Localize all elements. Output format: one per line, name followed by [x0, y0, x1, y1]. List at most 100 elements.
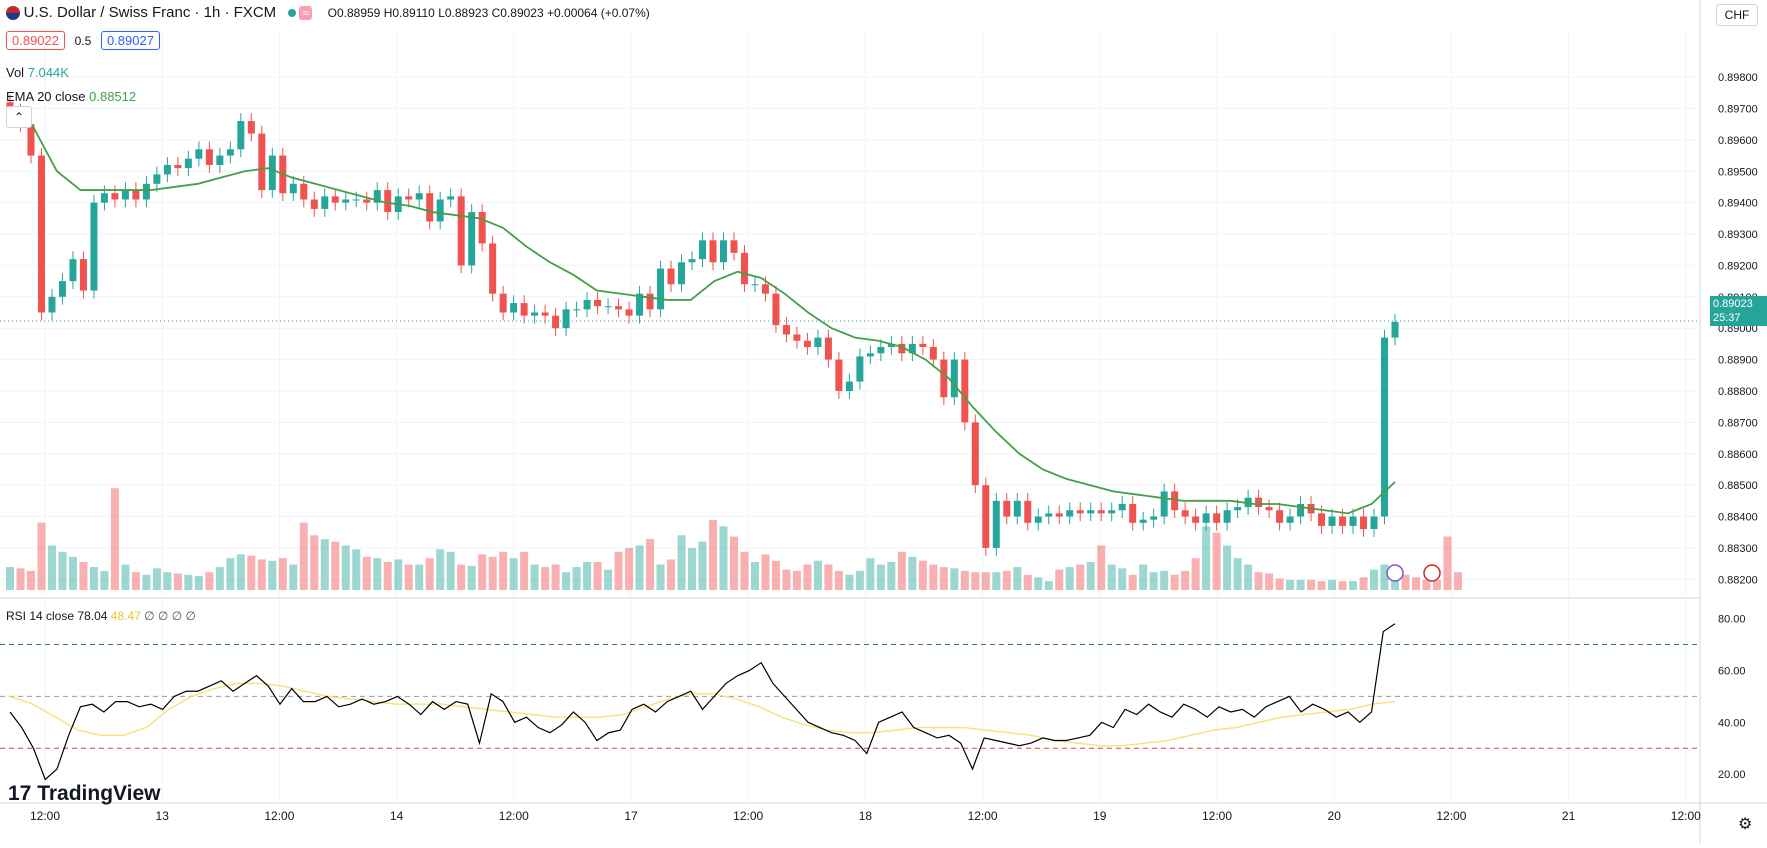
vol-label: Vol [6, 65, 25, 81]
chevron-up-icon: ⌃ [13, 110, 25, 124]
rsi-extra: ∅ ∅ ∅ ∅ [144, 608, 196, 623]
candle-body [415, 193, 423, 200]
candle-body [37, 155, 45, 313]
candle-body [667, 268, 675, 285]
candle-body [111, 193, 119, 200]
volume-bar [1065, 567, 1074, 590]
volume-bar [352, 549, 361, 590]
volume-bar [855, 570, 864, 590]
candle-body [331, 196, 339, 203]
price-tick-label: 0.89400 [1718, 198, 1758, 210]
candle-body [1234, 507, 1242, 511]
candle-body [887, 343, 895, 348]
volume-bar [1317, 581, 1326, 590]
time-tick-label: 18 [859, 809, 873, 823]
volume-bar [100, 570, 109, 590]
candle-body [1192, 516, 1200, 523]
candle-body [552, 315, 560, 329]
candle-body [195, 149, 203, 159]
candle-body [342, 199, 350, 203]
bid-ask-row: 0.89022 0.5 0.89027 [6, 31, 160, 50]
volume-bar [1223, 545, 1232, 590]
candle-body [1097, 510, 1105, 514]
candle-body [384, 190, 392, 213]
candle-body [699, 240, 706, 260]
volume-bar [425, 558, 434, 590]
last-price-label: 0.89023 25:37 [1710, 296, 1767, 326]
volume-bar [1380, 564, 1389, 590]
candle-body [310, 199, 318, 209]
volume-bar [656, 564, 665, 590]
rsi-tick-label: 40.00 [1718, 717, 1746, 729]
volume-bar [1212, 532, 1221, 590]
volume-bar [541, 567, 550, 590]
volume-bar [1296, 579, 1305, 590]
volume-bar [257, 559, 266, 590]
price-tick-label: 0.89200 [1718, 260, 1758, 272]
volume-bar [667, 559, 676, 590]
candle-body [237, 121, 245, 150]
us-flag-icon [6, 5, 20, 20]
time-tick-label: 21 [1562, 809, 1576, 823]
volume-bar [6, 567, 14, 590]
candle-body [961, 359, 969, 423]
candle-body [499, 293, 507, 313]
candle-body [79, 259, 87, 291]
volume-bar [278, 558, 287, 590]
volume-bar [740, 551, 749, 590]
volume-bar [1254, 572, 1263, 590]
candle-body [845, 381, 853, 391]
candle-body [594, 299, 602, 307]
candle-body [856, 356, 864, 382]
candle-body [100, 193, 108, 203]
candle-body [447, 196, 455, 200]
candle-body [1108, 510, 1116, 514]
volume-legend: Vol 7.044K [6, 64, 69, 80]
volume-bar [247, 555, 256, 590]
volume-bar [530, 564, 539, 590]
candle-body [457, 196, 465, 266]
candle-body [1160, 491, 1168, 517]
candle-body [1276, 510, 1284, 523]
settings-gear-icon[interactable]: ⚙ [1738, 816, 1753, 833]
price-tick-label: 0.88600 [1718, 449, 1758, 461]
candle-body [940, 359, 948, 398]
bid-button[interactable]: 0.89022 [6, 31, 65, 50]
candle-body [793, 334, 801, 341]
volume-bar [1286, 579, 1295, 590]
volume-bar [729, 536, 738, 590]
volume-bar [1118, 568, 1127, 590]
candle-body [950, 359, 958, 398]
ask-button[interactable]: 0.89027 [100, 31, 160, 50]
candle-body [824, 337, 832, 360]
candle-body [1349, 516, 1357, 526]
rsi-line [9, 623, 1396, 781]
volume-bar [1359, 577, 1368, 590]
collapse-legend-button[interactable]: ⌃ [6, 106, 32, 128]
volume-bar [866, 558, 875, 590]
volume-bar [1443, 536, 1452, 590]
volume-bar [289, 564, 298, 590]
candle-body [90, 202, 98, 291]
candle-body [751, 284, 759, 286]
volume-bar [593, 562, 602, 590]
symbol-title[interactable]: U.S. Dollar / Swiss Franc · 1h · FXCM [23, 4, 277, 22]
volume-bar [499, 551, 508, 590]
volume-bar [803, 564, 812, 590]
volume-bar [887, 562, 896, 590]
ema-value: 0.88512 [89, 89, 137, 105]
price-tick-label: 0.89700 [1718, 103, 1758, 115]
currency-button[interactable]: CHF [1716, 4, 1758, 26]
price-tick-label: 0.88500 [1718, 480, 1758, 492]
candle-body [216, 155, 224, 165]
volume-bar [110, 488, 119, 590]
candle-body [1003, 500, 1011, 517]
candle-body [363, 199, 371, 203]
volume-bar [79, 562, 88, 590]
volume-bar [341, 545, 350, 590]
candle-body [1034, 516, 1042, 523]
ohlc-close: C0.89023 [491, 5, 544, 20]
candle-body [1370, 516, 1378, 530]
